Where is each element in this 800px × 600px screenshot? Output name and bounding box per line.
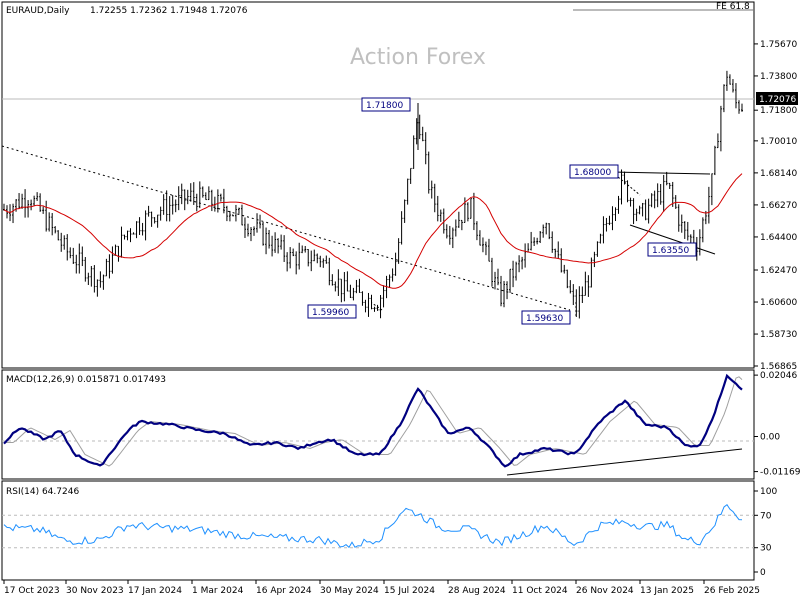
time-tick-label: 26 Feb 2025 (704, 586, 760, 596)
macd-tick-label: -0.011697 (760, 468, 800, 478)
price-label-text: 1.68000 (574, 168, 611, 178)
rsi-title: RSI(14) 64.7246 (6, 487, 79, 497)
macd-tick-label: 0.02046 (760, 371, 797, 381)
macd-main-line (3, 373, 743, 468)
macd-panel (1, 369, 755, 480)
moving-average-line (3, 173, 743, 289)
rsi-tick-label: 0 (760, 568, 766, 578)
price-labels: 1.71800 1.68000 1.63550 1.59960 1.59630 (307, 97, 697, 325)
price-tick-label: 1.73800 (760, 72, 797, 82)
price-tick-label: 1.58730 (760, 330, 797, 340)
chart-title: EURAUD,Daily (6, 6, 70, 16)
macd-tick-label: 0.00 (760, 433, 780, 443)
time-tick-label: 16 Apr 2024 (256, 586, 312, 596)
price-label-text: 1.71800 (366, 101, 403, 111)
last-price-box (756, 92, 798, 105)
rsi-line (3, 503, 743, 549)
time-tick-label: 17 Jan 2024 (128, 586, 182, 596)
price-label-text: 1.59630 (526, 314, 563, 324)
time-tick-label: 28 Aug 2024 (448, 586, 506, 596)
rsi-tick-label: 70 (760, 511, 772, 521)
price-axis: 1.75670 1.73800 1.71800 1.70010 1.68140 1.662… (754, 40, 797, 372)
macd-axis: 0.02046 0.00 -0.011697 (754, 371, 800, 478)
macd-trendline (506, 448, 743, 476)
price-tick-label: 1.70010 (760, 137, 797, 147)
price-tick-label: 1.64400 (760, 233, 797, 243)
time-axis: 17 Oct 2023 30 Nov 2023 17 Jan 2024 1 Mar 2… (3, 580, 760, 596)
price-tick-label: 1.62470 (760, 266, 797, 276)
rsi-tick-label: 100 (760, 487, 777, 497)
dashed-trendline (1, 145, 571, 311)
time-tick-label: 15 Jul 2024 (384, 586, 435, 596)
rsi-axis: 100 70 30 0 (2, 487, 777, 578)
time-tick-label: 1 Mar 2024 (192, 586, 244, 596)
support-line (629, 224, 716, 255)
price-tick-label: 1.66270 (760, 201, 797, 211)
time-tick-label: 17 Oct 2023 (4, 586, 60, 596)
last-price-label: 1.72076 (759, 95, 796, 105)
resistance-line (611, 171, 711, 175)
rsi-panel (1, 480, 755, 581)
time-tick-label: 13 Jan 2025 (640, 586, 694, 596)
ohlc-values: 1.72255 1.72362 1.71948 1.72076 (90, 6, 248, 16)
price-label-box (521, 310, 571, 325)
price-label-text: 1.59960 (312, 308, 349, 318)
price-label-box (569, 164, 619, 179)
price-tick-label: 1.68140 (760, 169, 797, 179)
price-label-text: 1.63550 (652, 246, 689, 256)
fib-label: FE 61.8 (716, 2, 750, 12)
macd-title: MACD(12,26,9) 0.015871 0.017493 (6, 375, 166, 385)
rsi-tick-label: 30 (760, 544, 772, 554)
candles (3, 70, 743, 319)
time-tick-label: 30 Nov 2023 (66, 586, 124, 596)
price-tick-label: 1.56865 (760, 362, 797, 372)
price-tick-label: 1.71800 (760, 106, 797, 116)
time-tick-label: 30 May 2024 (320, 586, 379, 596)
price-tick-label: 1.60600 (760, 298, 797, 308)
watermark: Action Forex (350, 45, 486, 70)
price-label-box (307, 304, 357, 319)
price-tick-label: 1.75670 (760, 40, 797, 50)
price-label-box (361, 97, 411, 112)
price-label-box (647, 242, 697, 257)
time-tick-label: 26 Nov 2024 (576, 586, 634, 596)
time-tick-label: 11 Oct 2024 (512, 586, 568, 596)
